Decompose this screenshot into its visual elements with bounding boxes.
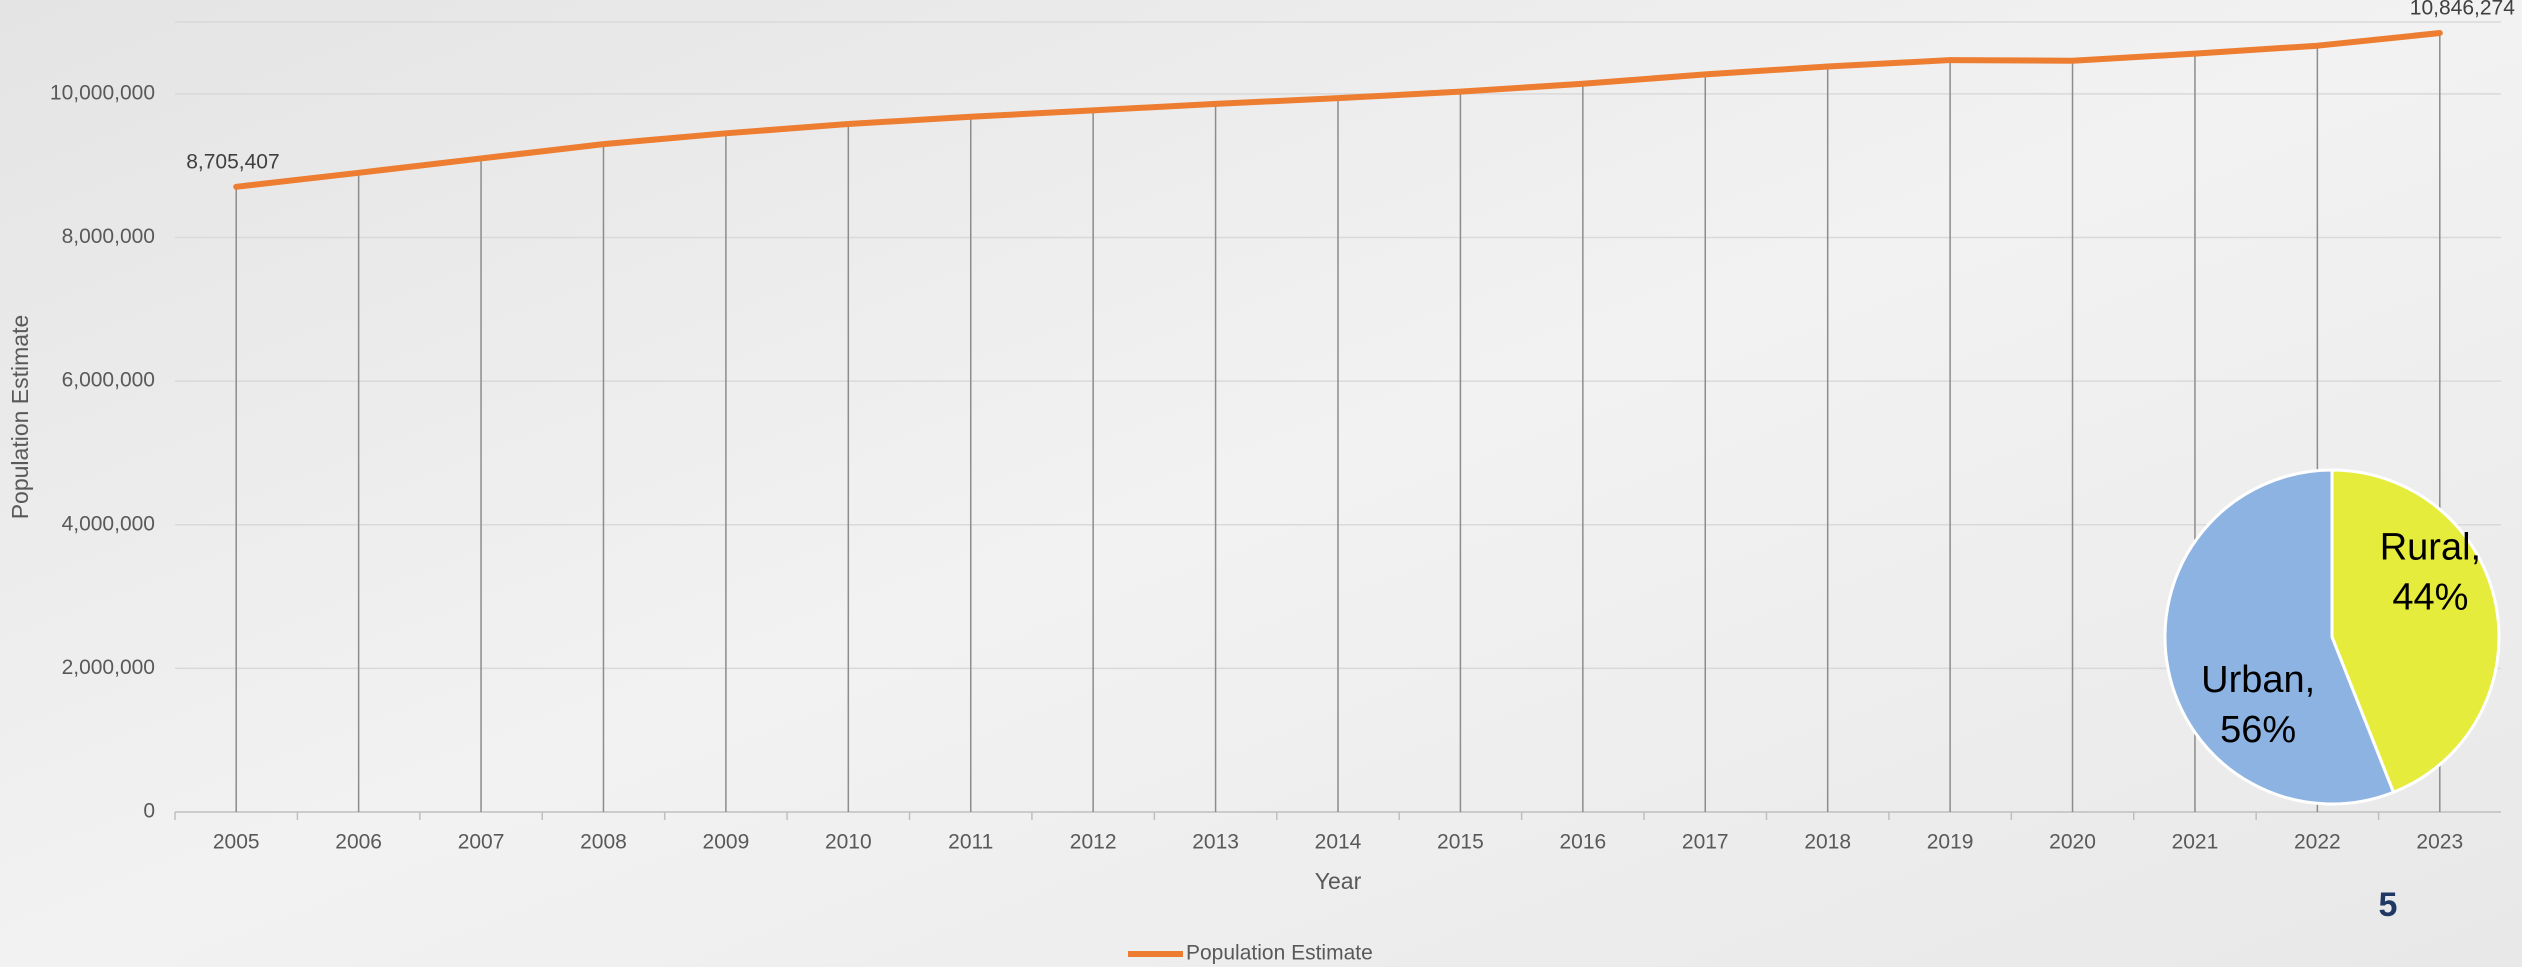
y-tick-label: 0 bbox=[143, 800, 155, 823]
y-tick-label: 6,000,000 bbox=[62, 369, 155, 392]
x-tick-label: 2007 bbox=[458, 831, 505, 854]
x-tick-label: 2014 bbox=[1315, 831, 1362, 854]
pie-category-label: Rural, bbox=[2380, 526, 2481, 568]
pie-slice bbox=[2163, 468, 2396, 806]
x-tick-label: 2005 bbox=[213, 831, 260, 854]
x-tick-label: 2021 bbox=[2172, 831, 2219, 854]
pie-slice bbox=[2330, 468, 2501, 795]
x-tick-label: 2009 bbox=[703, 831, 750, 854]
x-tick-label: 2019 bbox=[1927, 831, 1974, 854]
x-tick-label: 2023 bbox=[2416, 831, 2463, 854]
x-tick-label: 2006 bbox=[335, 831, 382, 854]
x-tick-label: 2020 bbox=[2049, 831, 2096, 854]
legend-label: Population Estimate bbox=[1186, 942, 1373, 965]
x-tick-label: 2010 bbox=[825, 831, 872, 854]
pie-category-label: Urban, bbox=[2201, 659, 2315, 701]
line-series bbox=[233, 30, 2443, 190]
x-tick-label: 2013 bbox=[1192, 831, 1239, 854]
x-tick-label: 2011 bbox=[948, 831, 993, 854]
y-tick-label: 2,000,000 bbox=[62, 656, 155, 679]
y-tick-label: 10,000,000 bbox=[50, 81, 155, 104]
y-tick-label: 4,000,000 bbox=[62, 512, 155, 535]
x-tick-label: 2017 bbox=[1682, 831, 1729, 854]
pie-value-label: 44% bbox=[2392, 576, 2468, 618]
x-tick-label: 2008 bbox=[580, 831, 627, 854]
x-tick-label: 2022 bbox=[2294, 831, 2341, 854]
data-label: 8,705,407 bbox=[186, 150, 279, 173]
data-label: 10,846,274 bbox=[2410, 0, 2515, 20]
x-tick-label: 2018 bbox=[1804, 831, 1851, 854]
pie-value-label: 56% bbox=[2220, 709, 2296, 751]
x-tick-label: 2016 bbox=[1559, 831, 1606, 854]
x-axis-label: Year bbox=[1315, 868, 1362, 894]
x-tick-label: 2015 bbox=[1437, 831, 1484, 854]
page-number: 5 bbox=[2379, 886, 2398, 924]
x-tick-label: 2012 bbox=[1070, 831, 1117, 854]
y-axis-label: Population Estimate bbox=[7, 315, 33, 520]
y-tick-label: 8,000,000 bbox=[62, 225, 155, 248]
